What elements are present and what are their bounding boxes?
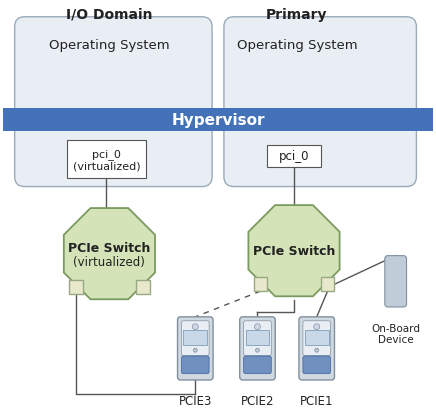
Text: Hypervisor: Hypervisor xyxy=(171,112,265,128)
FancyBboxPatch shape xyxy=(244,321,271,356)
Bar xyxy=(305,330,329,346)
FancyBboxPatch shape xyxy=(177,317,213,380)
Circle shape xyxy=(192,324,198,330)
Text: pci_0
(virtualized): pci_0 (virtualized) xyxy=(73,148,140,171)
Text: PCIe Switch: PCIe Switch xyxy=(68,242,150,255)
Text: pci_0: pci_0 xyxy=(279,150,309,163)
Text: PCIE3: PCIE3 xyxy=(179,394,212,407)
Bar xyxy=(136,281,150,294)
Bar xyxy=(320,278,334,292)
FancyBboxPatch shape xyxy=(224,18,416,187)
FancyBboxPatch shape xyxy=(303,356,330,374)
Polygon shape xyxy=(64,209,155,299)
Bar xyxy=(267,146,320,167)
Text: PCIe Switch: PCIe Switch xyxy=(253,245,335,258)
Bar xyxy=(3,108,433,132)
Bar xyxy=(254,278,267,292)
FancyBboxPatch shape xyxy=(240,317,275,380)
Text: (virtualized): (virtualized) xyxy=(74,256,145,268)
Text: Operating System: Operating System xyxy=(237,39,357,52)
Text: On-Board
Device: On-Board Device xyxy=(371,323,420,344)
Text: PCIE2: PCIE2 xyxy=(241,394,274,407)
Circle shape xyxy=(315,348,319,352)
FancyBboxPatch shape xyxy=(299,317,334,380)
FancyBboxPatch shape xyxy=(244,356,271,374)
Bar xyxy=(67,141,146,178)
FancyBboxPatch shape xyxy=(15,18,212,187)
FancyBboxPatch shape xyxy=(181,356,209,374)
Text: PCIE1: PCIE1 xyxy=(300,394,334,407)
Circle shape xyxy=(314,324,320,330)
Text: Primary: Primary xyxy=(266,8,328,22)
FancyBboxPatch shape xyxy=(303,321,330,356)
Circle shape xyxy=(255,324,260,330)
Bar xyxy=(245,330,269,346)
Text: Operating System: Operating System xyxy=(49,39,170,52)
Polygon shape xyxy=(249,206,340,297)
Text: I/O Domain: I/O Domain xyxy=(66,8,153,22)
Bar xyxy=(184,330,207,346)
Circle shape xyxy=(193,348,197,352)
FancyBboxPatch shape xyxy=(181,321,209,356)
Bar xyxy=(69,281,83,294)
Circle shape xyxy=(255,348,259,352)
FancyBboxPatch shape xyxy=(385,256,406,307)
